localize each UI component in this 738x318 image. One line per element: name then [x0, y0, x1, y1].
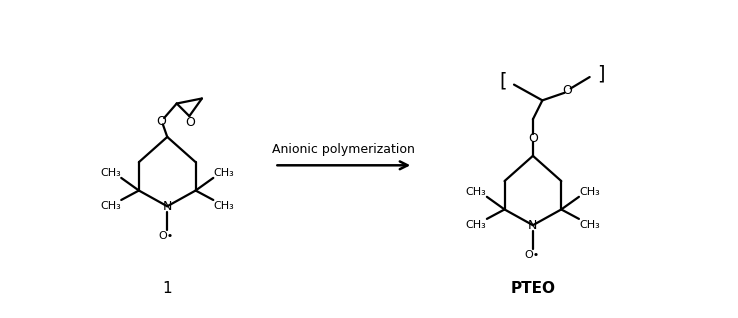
Text: 1: 1: [162, 281, 172, 296]
Text: CH₃: CH₃: [100, 168, 121, 178]
Text: PTEO: PTEO: [511, 281, 556, 296]
Text: CH₃: CH₃: [213, 168, 235, 178]
Text: CH₃: CH₃: [579, 187, 600, 197]
Text: CH₃: CH₃: [100, 201, 121, 211]
Text: O: O: [186, 116, 196, 129]
Text: CH₃: CH₃: [466, 187, 486, 197]
Text: Anionic polymerization: Anionic polymerization: [272, 143, 415, 156]
Text: O•: O•: [159, 231, 173, 241]
Text: CH₃: CH₃: [213, 201, 235, 211]
Text: O: O: [528, 132, 538, 145]
Text: O•: O•: [524, 250, 539, 260]
Text: N: N: [162, 200, 172, 213]
Text: CH₃: CH₃: [579, 219, 600, 230]
Text: O: O: [156, 115, 166, 128]
Text: ]: ]: [597, 64, 604, 83]
Text: N: N: [528, 219, 537, 232]
Text: CH₃: CH₃: [466, 219, 486, 230]
Text: O: O: [562, 84, 573, 97]
Text: [: [: [499, 72, 506, 91]
